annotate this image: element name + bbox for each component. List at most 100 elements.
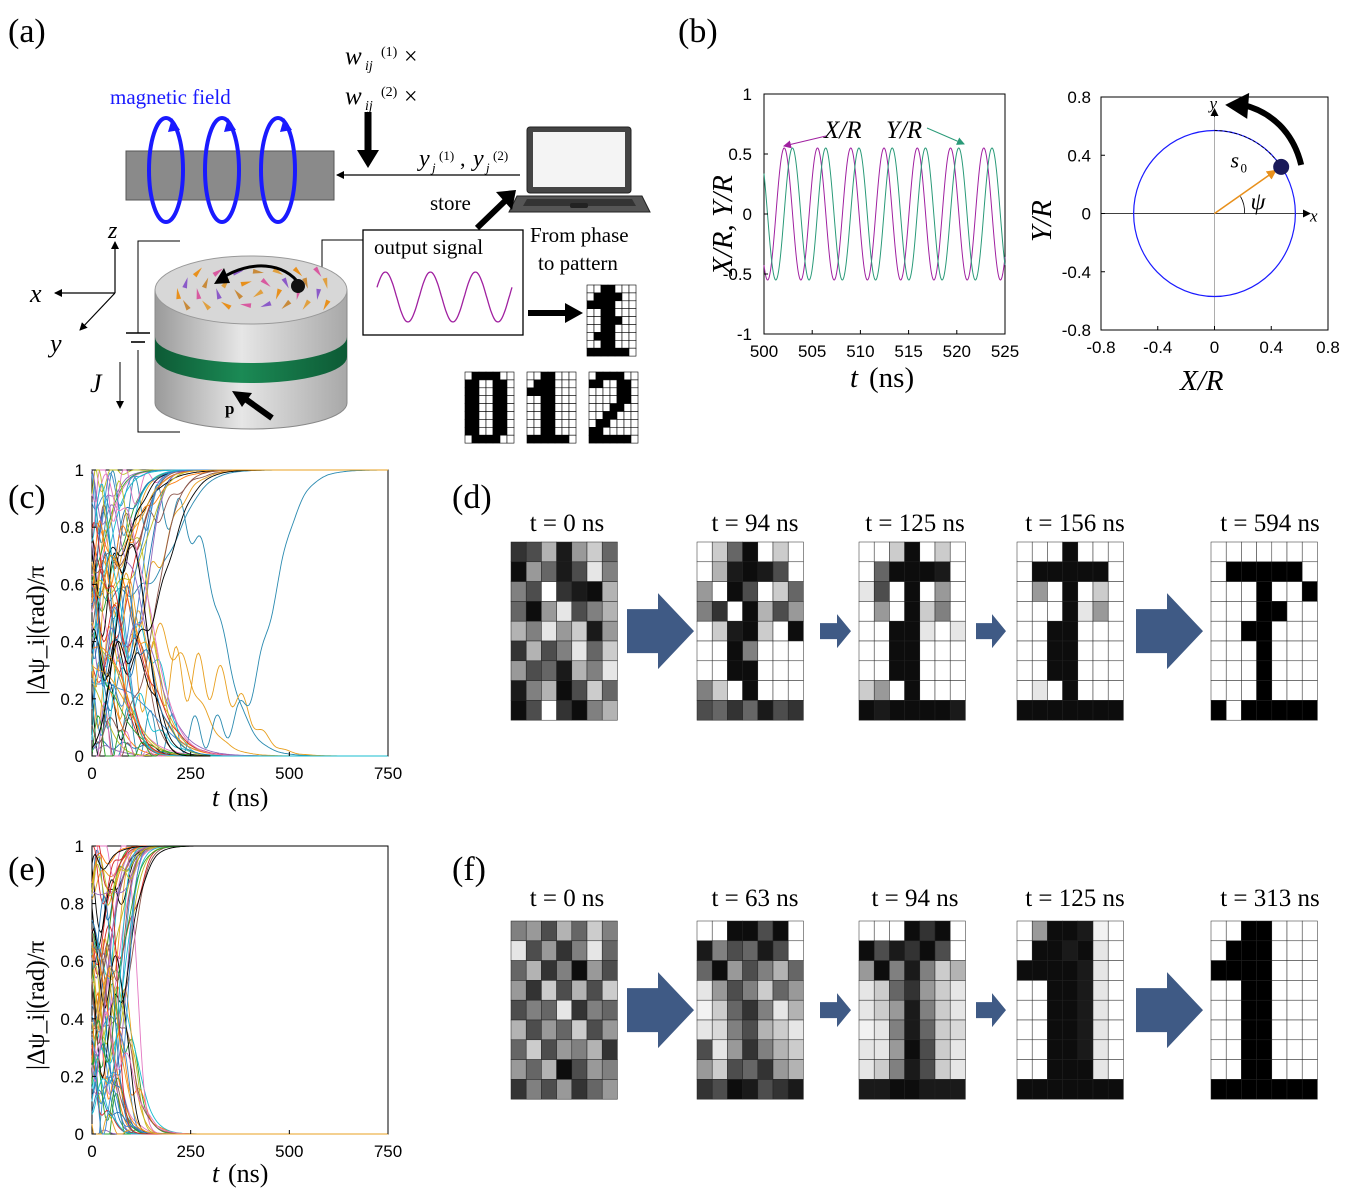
grid-cell	[586, 680, 603, 701]
grid-cell	[904, 660, 921, 681]
x-tick-label: -0.4	[1143, 338, 1172, 357]
pattern-cell	[609, 426, 618, 436]
pattern-cell	[478, 411, 487, 420]
grid-cell	[1092, 999, 1109, 1021]
x-tick-label: 520	[943, 342, 971, 361]
grid-cell	[757, 680, 774, 701]
pattern-cell	[621, 292, 630, 302]
grid-cell	[1107, 1019, 1124, 1041]
pattern-cell	[595, 426, 604, 436]
nano-oscillator-cylinder: p	[154, 255, 348, 430]
pattern-cell	[595, 434, 604, 444]
grid-cell	[1301, 1019, 1318, 1041]
pattern-cell	[547, 387, 556, 396]
grid-cell	[949, 660, 966, 681]
svg-text:(ns): (ns)	[228, 1159, 268, 1188]
pattern-cell	[533, 403, 542, 412]
grid-cell	[1047, 601, 1063, 622]
grid-cell	[1062, 980, 1079, 1001]
series-label-x: X/R	[823, 117, 862, 144]
grid-cell	[889, 561, 905, 582]
pattern-sequence-d: t = 0 ns t = 94 ns t = 125 ns t = 156 ns t =…	[510, 510, 1320, 721]
grid-cell	[1092, 640, 1109, 662]
grid-cell	[1047, 620, 1063, 642]
pattern-cell	[485, 395, 494, 404]
pattern-cell	[526, 371, 535, 381]
grid-cell	[889, 920, 905, 942]
pattern-cell	[568, 419, 577, 428]
pattern-cell	[607, 347, 616, 357]
pattern-cell	[607, 308, 616, 317]
grid-cell	[727, 1059, 743, 1080]
grid-cell	[889, 999, 905, 1021]
grid-cell	[742, 541, 759, 563]
oscillator-point	[1273, 158, 1290, 175]
grid-cell	[858, 620, 875, 642]
grid-cell	[742, 1039, 759, 1060]
panel-b-label: (b)	[678, 13, 718, 50]
pattern-cell	[609, 387, 618, 396]
pattern-cell	[602, 395, 611, 404]
b-left-xlabel: t (ns)	[850, 362, 914, 394]
spin-arrow	[192, 267, 202, 278]
grid-cell	[742, 561, 759, 582]
grid-cell	[727, 960, 743, 981]
pattern-two	[588, 371, 639, 444]
pattern-cell	[593, 339, 602, 349]
pattern-cell	[478, 403, 487, 412]
grid-cell	[1077, 700, 1094, 721]
svg-text:×: ×	[404, 44, 418, 70]
field-bar	[125, 150, 335, 201]
pattern-cell	[616, 371, 625, 381]
grid-cell	[757, 999, 774, 1021]
svg-text:ij: ij	[365, 99, 373, 114]
grid-cell	[787, 1019, 804, 1041]
grid-cell	[787, 1079, 804, 1100]
grid-cell	[510, 1019, 527, 1041]
grid-cell	[1077, 561, 1094, 582]
grid-cell	[1077, 960, 1094, 981]
grid-cell	[510, 700, 527, 721]
pattern-cell	[609, 419, 618, 428]
grid-cell	[541, 940, 557, 961]
grid-cell	[571, 620, 588, 642]
grid-cell	[1210, 960, 1227, 981]
grid-cell	[757, 581, 774, 602]
spin-arrow	[322, 277, 328, 289]
grid-cell	[586, 581, 603, 602]
pattern-cell	[471, 419, 480, 428]
grid-cell	[1062, 541, 1079, 563]
grid-cell	[1286, 640, 1303, 662]
field-loops	[147, 116, 297, 224]
grid-cell	[1031, 1039, 1048, 1060]
pattern-cell	[540, 411, 549, 420]
grid-cell	[556, 940, 573, 961]
grid-cell	[1271, 700, 1288, 721]
time-label: t = 0 ns	[530, 885, 605, 912]
grid-cell	[1241, 620, 1257, 642]
pattern-cell	[561, 371, 570, 381]
grid-cell	[1286, 601, 1303, 622]
y-tick-label: -0.8	[1062, 321, 1091, 340]
grid-cell	[934, 561, 951, 582]
grid-cell	[1241, 601, 1257, 622]
pattern-cell	[630, 434, 639, 444]
grid-cell	[571, 680, 588, 701]
pattern-cell	[623, 395, 632, 404]
pattern-cell	[533, 371, 542, 381]
grid-cell	[1077, 1039, 1094, 1060]
pattern-cell	[616, 426, 625, 436]
grid-cell	[1301, 680, 1318, 701]
grid-cell	[1107, 640, 1124, 662]
grid-cell	[571, 980, 588, 1001]
panel-d-label: (d)	[452, 479, 492, 516]
grid-cell	[586, 601, 603, 622]
grid-cell	[510, 980, 527, 1001]
angle-arc	[1240, 196, 1245, 214]
grid-cell	[889, 680, 905, 701]
grid-cell	[510, 541, 527, 563]
grid-cell	[1062, 1079, 1079, 1100]
grid-cell	[601, 920, 618, 942]
pattern-cell	[561, 403, 570, 412]
